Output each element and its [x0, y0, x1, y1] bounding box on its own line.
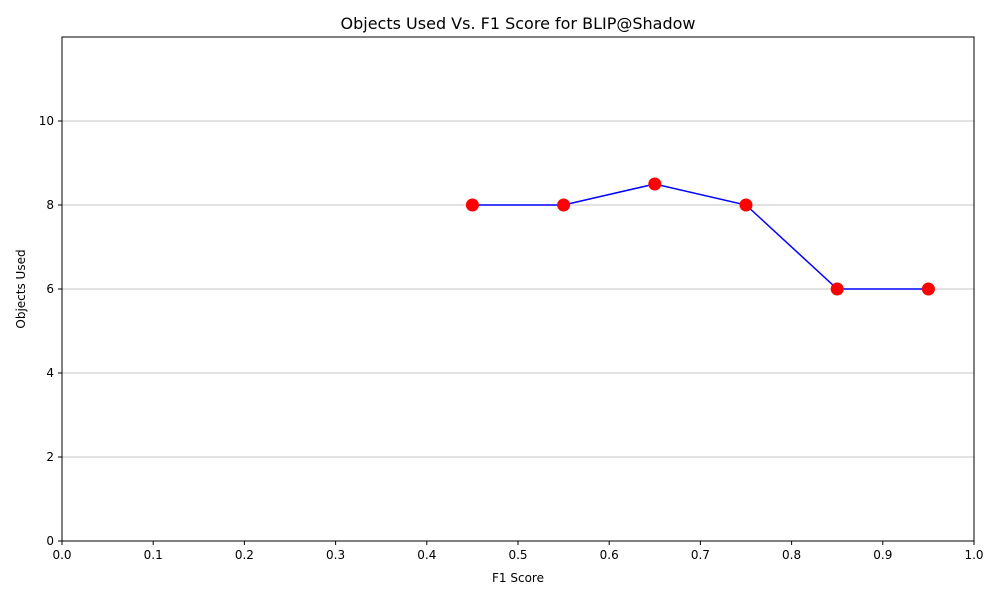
data-point: [557, 198, 571, 212]
data-point: [739, 198, 753, 212]
x-tick-label: 0.0: [52, 548, 71, 562]
y-axis-title: Objects Used: [14, 249, 28, 328]
y-tick-label: 2: [46, 450, 54, 464]
x-tick-label: 0.9: [873, 548, 892, 562]
data-point: [921, 282, 935, 296]
y-tick-label: 0: [46, 534, 54, 548]
x-tick-label: 0.4: [417, 548, 436, 562]
x-tick-label: 0.1: [144, 548, 163, 562]
x-tick-label: 0.7: [691, 548, 710, 562]
y-tick-label: 10: [39, 114, 54, 128]
y-tick-label: 6: [46, 282, 54, 296]
data-point: [648, 177, 662, 191]
y-tick-label: 4: [46, 366, 54, 380]
y-axis: 0 2 4 6 8 10: [39, 114, 62, 548]
series-line: [472, 183, 929, 290]
x-tick-label: 1.0: [964, 548, 983, 562]
x-tick-label: 0.5: [508, 548, 527, 562]
data-point: [830, 282, 844, 296]
chart-title: Objects Used Vs. F1 Score for BLIP@Shado…: [341, 14, 696, 33]
x-axis-title: F1 Score: [492, 571, 544, 585]
x-axis: 0.0 0.1 0.2 0.3 0.4 0.5 0.6 0.7 0.8 0.9 1.0: [52, 541, 984, 562]
y-tick-label: 8: [46, 198, 54, 212]
data-point: [465, 198, 479, 212]
x-tick-label: 0.8: [782, 548, 801, 562]
series-layer: [465, 177, 935, 296]
x-tick-label: 0.2: [235, 548, 254, 562]
x-tick-label: 0.3: [326, 548, 345, 562]
x-tick-label: 0.6: [600, 548, 619, 562]
